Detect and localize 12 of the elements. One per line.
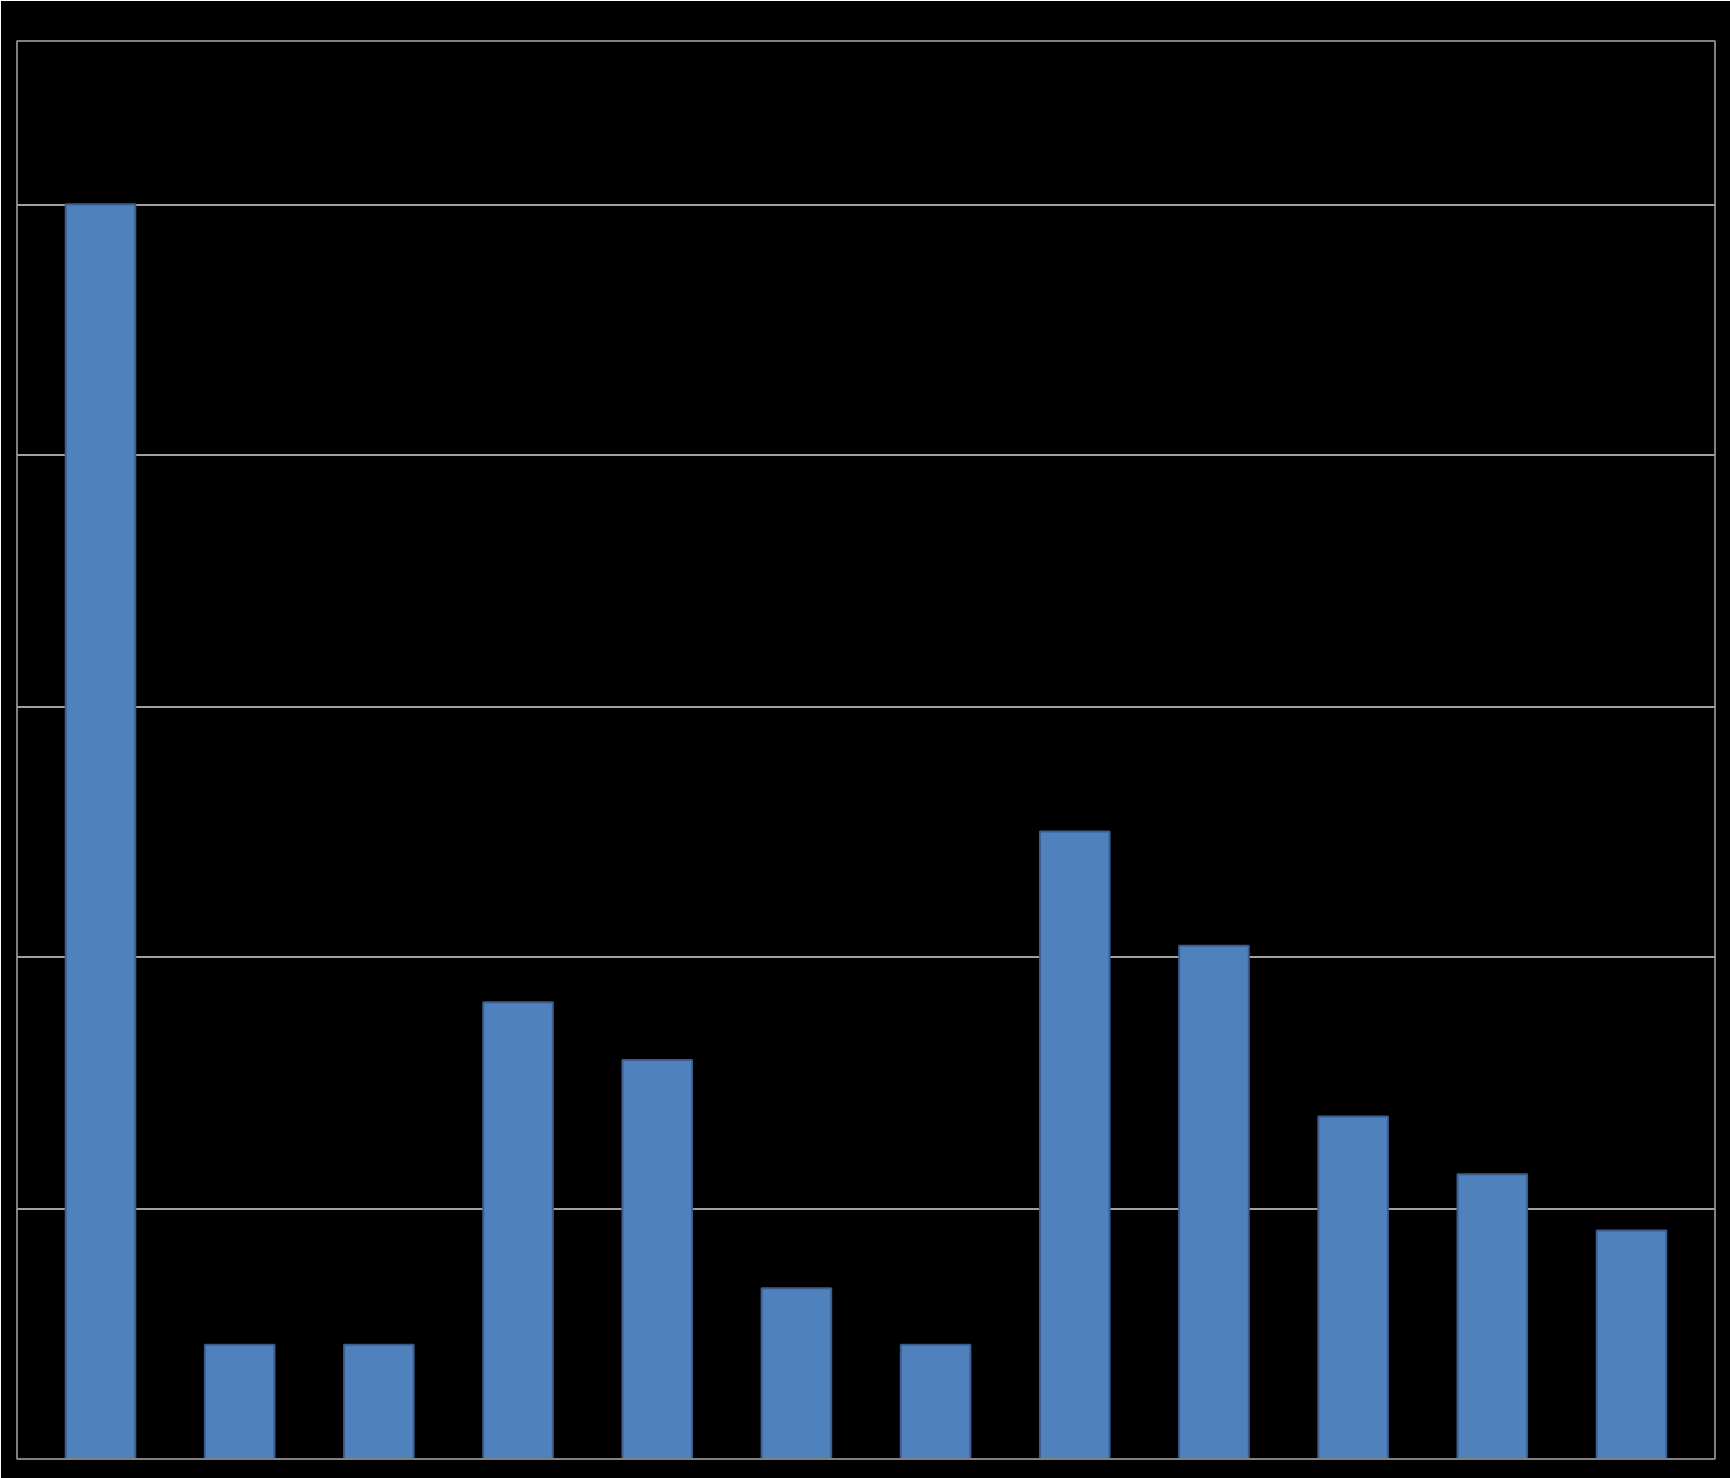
bar bbox=[1038, 830, 1111, 1459]
bar bbox=[1178, 944, 1250, 1459]
bar bbox=[899, 1343, 972, 1459]
bar bbox=[621, 1058, 694, 1459]
bar bbox=[203, 1343, 276, 1459]
bar bbox=[482, 1001, 554, 1459]
bar bbox=[64, 203, 137, 1459]
bar bbox=[1456, 1173, 1529, 1459]
bar bbox=[1317, 1115, 1389, 1459]
bar bbox=[760, 1287, 833, 1459]
bar bbox=[343, 1343, 415, 1459]
bar bbox=[1595, 1229, 1668, 1459]
